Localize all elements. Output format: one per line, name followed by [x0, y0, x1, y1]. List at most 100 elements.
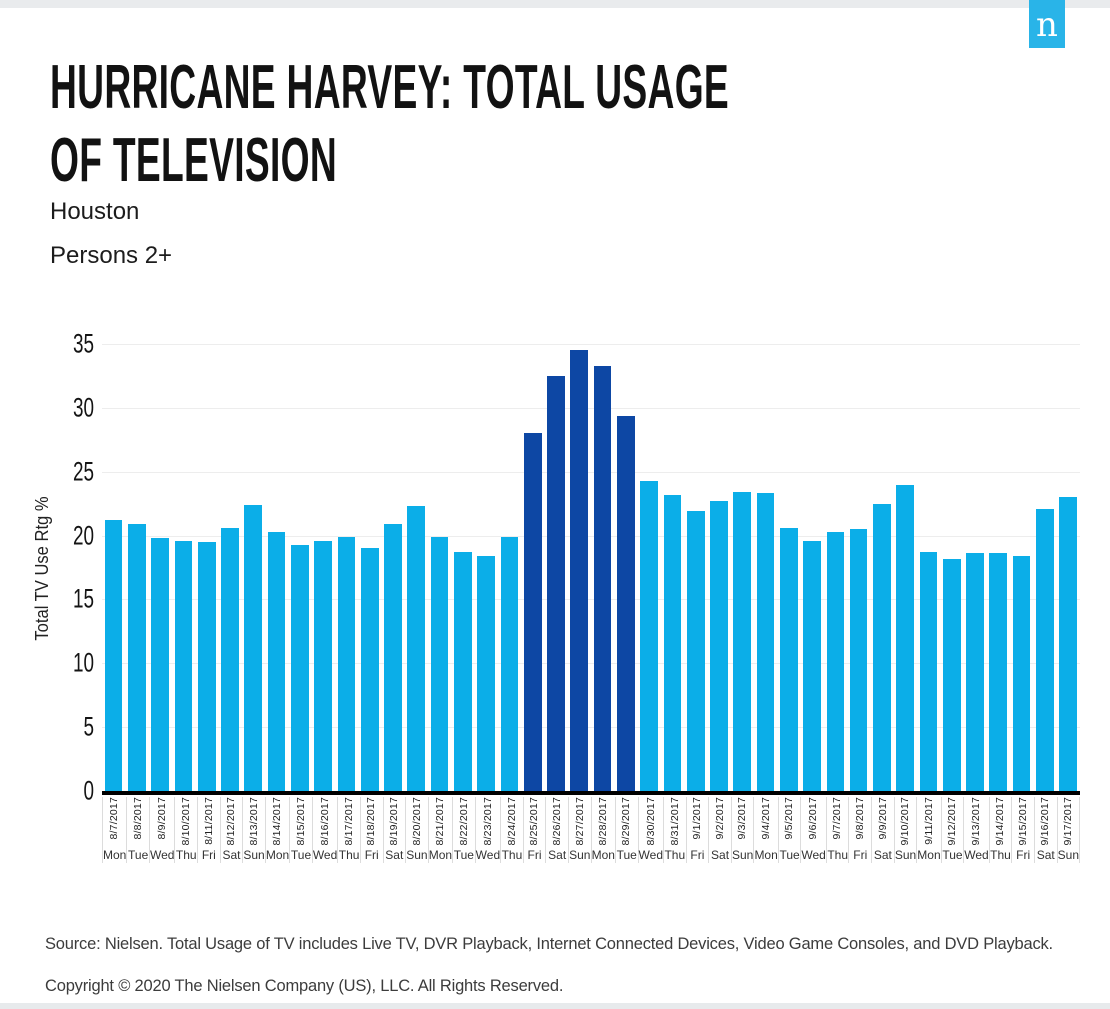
- x-date-label: 9/13/2017: [970, 797, 983, 846]
- bar-slot: [242, 344, 265, 791]
- bar-slot: [894, 344, 917, 791]
- x-day-label: Wed: [801, 848, 826, 862]
- x-date-label: 9/6/2017: [807, 797, 820, 840]
- x-date-label: 9/11/2017: [922, 797, 935, 845]
- x-label-slot: 9/10/2017 Sun: [895, 797, 918, 863]
- bar-slot: [1033, 344, 1056, 791]
- x-date-label: 8/13/2017: [247, 797, 260, 846]
- bar: [966, 553, 984, 791]
- bar: [128, 524, 146, 791]
- bar: [826, 531, 845, 791]
- x-date-label: 9/16/2017: [1039, 797, 1052, 846]
- bar-slot: [358, 344, 381, 791]
- x-date-label: 8/29/2017: [620, 797, 633, 846]
- x-day-label: Sun: [406, 848, 428, 862]
- x-day-label: Tue: [942, 848, 963, 862]
- bar-slot: [195, 344, 218, 791]
- bar: [779, 527, 798, 791]
- bar: [104, 520, 123, 791]
- x-day-label: Wed: [964, 848, 989, 862]
- bar: [849, 529, 868, 791]
- bar-slot: [1057, 344, 1080, 791]
- x-day-label: Tue: [290, 848, 312, 862]
- gridline: [102, 344, 1080, 345]
- gridline: [102, 471, 1080, 473]
- bar: [873, 503, 891, 791]
- x-date-label: 9/2/2017: [713, 797, 726, 840]
- x-date-label: 9/10/2017: [899, 797, 912, 846]
- bar: [407, 506, 426, 791]
- x-day-label: Sat: [385, 848, 404, 862]
- bar-slot: [940, 344, 963, 791]
- bar: [221, 527, 239, 791]
- x-date-label: 9/7/2017: [831, 797, 844, 840]
- x-label-slot: 8/26/2017 Sat: [546, 797, 569, 863]
- x-date-label: 9/4/2017: [759, 797, 772, 840]
- x-date-label: 8/22/2017: [457, 797, 470, 846]
- y-tick-label: 20: [72, 520, 94, 551]
- bar-slot: [731, 344, 754, 791]
- bar-slot: [498, 344, 521, 791]
- x-label-slot: 8/19/2017 Sat: [384, 797, 407, 863]
- x-label-slot: 8/10/2017 Thu: [175, 797, 199, 863]
- x-day-label: Sun: [243, 848, 265, 862]
- x-date-label: 9/5/2017: [783, 797, 796, 840]
- bar: [710, 501, 728, 791]
- x-day-label: Fri: [853, 848, 868, 862]
- x-day-label: Fri: [201, 848, 216, 862]
- x-day-label: Wed: [312, 848, 338, 862]
- bar-slot: [591, 344, 614, 791]
- x-date-label: 8/23/2017: [481, 797, 494, 846]
- bar: [1059, 497, 1078, 791]
- x-day-label: Sun: [894, 848, 917, 862]
- x-date-label: 8/17/2017: [342, 797, 355, 846]
- bar: [919, 552, 938, 791]
- bar: [454, 552, 472, 791]
- x-day-label: Sat: [711, 848, 730, 862]
- x-label-slot: 8/20/2017 Sun: [406, 797, 429, 863]
- x-label-slot: 9/15/2017 Fri: [1012, 797, 1035, 863]
- x-label-slot: 9/5/2017 Tue: [779, 797, 802, 863]
- gridline: [102, 727, 1080, 729]
- bar: [989, 553, 1008, 791]
- bar-slot: [870, 344, 893, 791]
- x-day-label: Mon: [103, 848, 127, 862]
- bar: [291, 544, 309, 791]
- x-date-label: 9/3/2017: [736, 797, 749, 840]
- x-day-label: Thu: [501, 848, 523, 862]
- y-tick-label: 15: [72, 583, 94, 614]
- x-label-slot: 9/4/2017 Mon: [754, 797, 779, 863]
- bar-slot: [521, 344, 544, 791]
- x-label-slot: 8/7/2017 Mon: [102, 797, 128, 863]
- x-date-label: 8/16/2017: [318, 797, 331, 846]
- bar-slot: [125, 344, 148, 791]
- y-tick-label: 35: [72, 328, 94, 359]
- bar-highlighted: [547, 375, 565, 791]
- x-day-label: Fri: [527, 848, 542, 862]
- x-label-slot: 8/11/2017 Fri: [198, 797, 221, 863]
- bar-highlighted: [523, 433, 542, 791]
- x-label-slot: 8/29/2017 Tue: [616, 797, 639, 863]
- gridline: [102, 407, 1080, 409]
- bar-slot: [149, 344, 172, 791]
- gridline: [102, 535, 1080, 537]
- x-day-label: Tue: [128, 848, 149, 862]
- x-day-label: Sat: [548, 848, 567, 862]
- x-day-label: Mon: [265, 848, 290, 862]
- x-date-label: 8/26/2017: [550, 797, 563, 846]
- top-divider-strip: [0, 0, 1110, 8]
- bar-highlighted: [570, 350, 589, 791]
- bar: [942, 558, 961, 791]
- x-date-label: 9/14/2017: [994, 797, 1007, 846]
- x-day-label: Sun: [1057, 848, 1080, 862]
- bar-slot: [312, 344, 335, 791]
- x-date-label: 8/8/2017: [131, 797, 144, 840]
- y-axis: 0 5 10 15 20 25 30 35: [0, 329, 94, 806]
- x-day-label: Fri: [690, 848, 705, 862]
- x-day-label: Tue: [779, 848, 800, 862]
- x-label-slot: 9/16/2017 Sat: [1035, 797, 1058, 863]
- x-date-label: 8/28/2017: [597, 797, 609, 846]
- subtitle-market: Houston: [50, 198, 140, 225]
- x-date-label: 8/15/2017: [294, 797, 307, 846]
